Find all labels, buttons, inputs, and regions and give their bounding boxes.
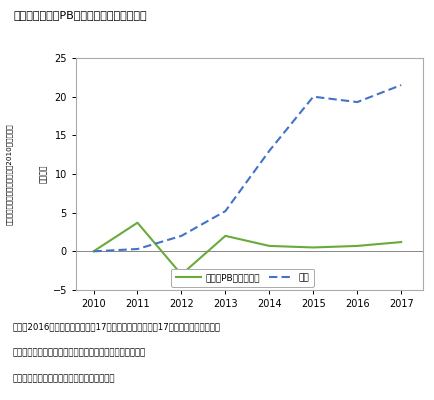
Text: （注）2016年度までは決算額。17年度は予算額。なお、17年度の税収（決算額）: （注）2016年度までは決算額。17年度は予算額。なお、17年度の税収（決算額） bbox=[13, 322, 221, 331]
Text: は上記の計数より上振れすることが見込まれている。: は上記の計数より上振れすることが見込まれている。 bbox=[13, 348, 146, 357]
Text: 図表６　歳出（PB対象経費）と税収の推移: 図表６ 歳出（PB対象経費）と税収の推移 bbox=[13, 10, 147, 20]
Text: 各年度の歳出・税収の増加額（2010年度対比）: 各年度の歳出・税収の増加額（2010年度対比） bbox=[6, 123, 13, 225]
Legend: 歳出（PB対象経費）, 税収: 歳出（PB対象経費）, 税収 bbox=[171, 269, 314, 287]
Text: （資料出所）内閣府・財務省資料より作成。: （資料出所）内閣府・財務省資料より作成。 bbox=[13, 374, 115, 383]
Text: （兆円）: （兆円） bbox=[39, 165, 48, 183]
